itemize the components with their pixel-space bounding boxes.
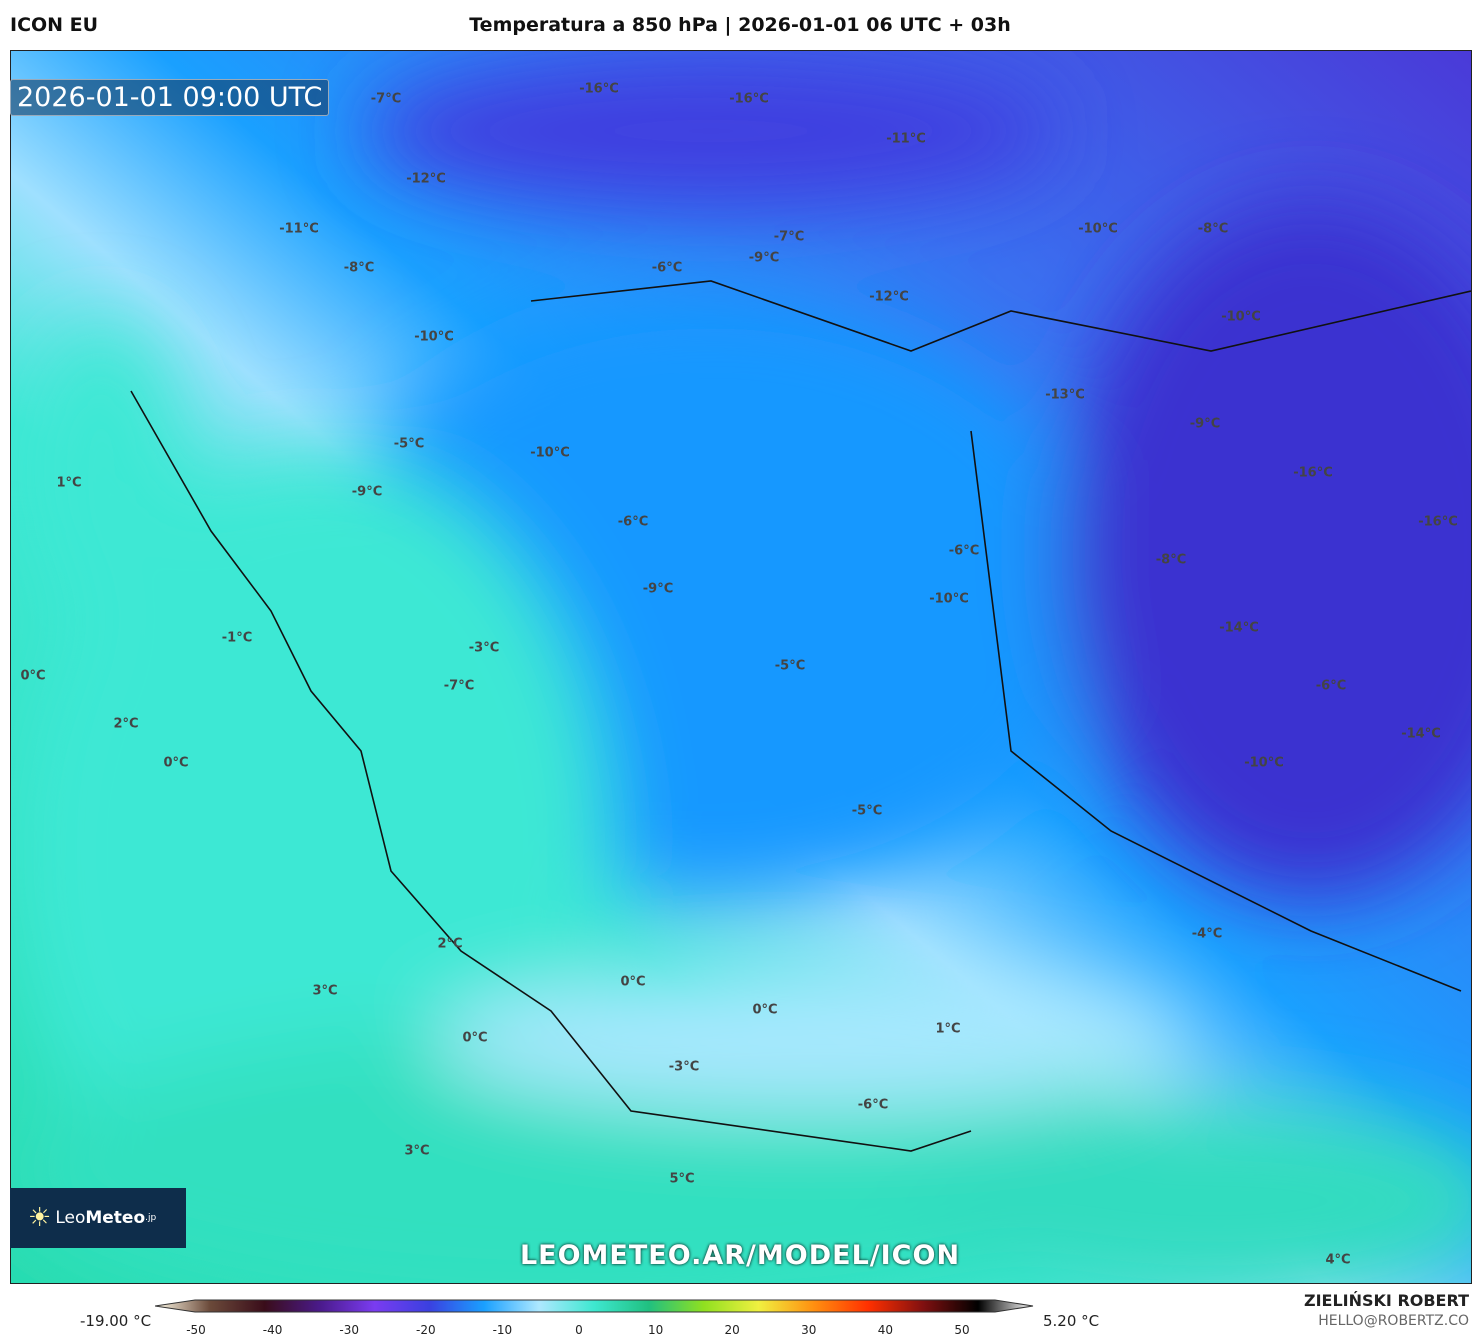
isotherm-label: 0°C <box>620 974 646 990</box>
colorbar-tick: -40 <box>262 1323 283 1337</box>
isotherm-label: -14°C <box>1219 620 1259 636</box>
isotherm-label: -8°C <box>1197 221 1229 237</box>
colorbar-tick: 30 <box>801 1323 817 1337</box>
colorbar-min: -19.00 °C <box>80 1312 152 1330</box>
isotherm-label: -3°C <box>468 640 500 656</box>
isotherm-label: -4°C <box>1191 926 1223 942</box>
isotherm-label: 4°C <box>1325 1252 1351 1268</box>
isotherm-label: -8°C <box>343 260 375 276</box>
temperature-map[interactable]: -16°C -16°C -7°C -11°C -12°C -11°C -10°C -8°C -7… <box>10 50 1472 1284</box>
isotherm-label: -12°C <box>406 171 446 187</box>
isotherm-label: -10°C <box>414 329 454 345</box>
valid-time: 2026-01-01 09:00 UTC <box>10 79 330 116</box>
isotherm-label: 2°C <box>113 716 139 732</box>
isotherm-label: -6°C <box>948 543 980 559</box>
isotherm-label: -9°C <box>351 484 383 500</box>
isotherm-label: 0°C <box>163 755 189 771</box>
isotherm-label: -11°C <box>886 131 926 147</box>
leometeo-logo: ☀ Leo Meteo .jp <box>10 1188 186 1248</box>
coastline <box>130 280 1471 1152</box>
isotherm-label: -6°C <box>857 1097 889 1113</box>
temperature-field <box>11 51 1471 1283</box>
isotherm-label: 0°C <box>752 1002 778 1018</box>
isotherm-label: -8°C <box>1155 552 1187 568</box>
isotherm-label: 1°C <box>56 475 82 491</box>
colorbar-tick: -30 <box>339 1323 359 1337</box>
isotherm-label: 3°C <box>312 983 338 999</box>
isotherm-label: -7°C <box>443 678 475 694</box>
isotherm-label: -5°C <box>774 658 806 674</box>
isotherm-label: -5°C <box>393 436 425 452</box>
colorbar-tick: -20 <box>415 1323 436 1337</box>
isotherm-label: -16°C <box>729 91 769 107</box>
isotherm-label: -10°C <box>929 591 969 607</box>
author-email[interactable]: HELLO@ROBERTZ.CO <box>1318 1313 1469 1329</box>
isotherm-label: 5°C <box>669 1171 695 1187</box>
isotherm-label: -16°C <box>579 81 619 97</box>
isotherm-label: -16°C <box>1418 514 1458 530</box>
isotherm-label: -6°C <box>1315 678 1347 694</box>
author-name: ZIELIŃSKI ROBERT <box>1303 1291 1469 1310</box>
colorbar-tick: 20 <box>724 1323 740 1337</box>
colorbar-tick: 40 <box>877 1323 894 1337</box>
isotherm-label: -11°C <box>279 221 319 237</box>
isotherm-label: -9°C <box>748 250 780 266</box>
isotherm-label: 0°C <box>462 1030 488 1046</box>
isotherm-label: -9°C <box>642 581 674 597</box>
colorbar-tick: 0 <box>575 1323 583 1337</box>
isotherm-label: -10°C <box>1221 309 1261 325</box>
isotherm-label: 0°C <box>20 668 46 684</box>
map-title: Temperatura a 850 hPa | 2026-01-01 06 UT… <box>469 14 1011 36</box>
isotherm-label: -10°C <box>1078 221 1118 237</box>
colorbar-tick: 50 <box>954 1323 970 1337</box>
isotherm-label: -10°C <box>530 445 570 461</box>
sun-icon: ☀ <box>28 1203 52 1233</box>
isotherm-label: 2°C <box>437 936 463 952</box>
isotherm-label: -14°C <box>1401 726 1441 742</box>
isotherm-label: -13°C <box>1045 387 1085 403</box>
isotherm-label: -6°C <box>617 514 649 530</box>
model-name: ICON EU <box>10 14 99 36</box>
isotherm-label: -1°C <box>221 630 253 646</box>
isotherm-label: -12°C <box>869 289 909 305</box>
isotherm-label: -9°C <box>1189 416 1221 432</box>
colorbar-tick: -10 <box>492 1323 513 1337</box>
isotherm-label: 1°C <box>935 1021 961 1037</box>
colorbar-tick: 10 <box>647 1323 664 1337</box>
isotherm-label: -7°C <box>370 91 402 107</box>
isotherm-label: 3°C <box>404 1143 430 1159</box>
isotherm-label: -10°C <box>1244 755 1284 771</box>
colorbar-tick: -50 <box>186 1323 206 1337</box>
isotherm-label: -7°C <box>773 229 805 245</box>
isotherm-label: -16°C <box>1293 465 1333 481</box>
source-url: LEOMETEO.AR/MODEL/ICON <box>519 1240 961 1271</box>
colorbar <box>155 1299 1034 1313</box>
colorbar-max: 5.20 °C <box>1043 1312 1100 1330</box>
isotherm-label: -6°C <box>651 260 683 276</box>
isotherm-label: -3°C <box>668 1059 700 1075</box>
isotherm-label: -5°C <box>851 803 883 819</box>
